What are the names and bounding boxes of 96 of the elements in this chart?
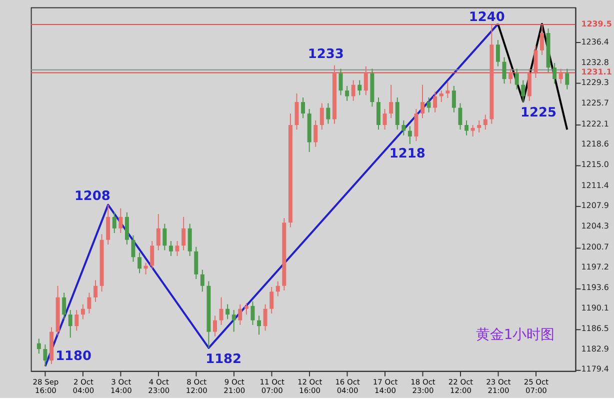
- y-tick-label: 1222.1: [581, 119, 609, 128]
- text: 黄金1小时图: [476, 327, 555, 344]
- candlestick: [36, 338, 41, 354]
- y-tick-label: 1190.1: [581, 303, 609, 312]
- candlestick: [439, 90, 444, 103]
- candlestick: [508, 68, 513, 84]
- candlestick: [80, 304, 85, 320]
- candlestick: [514, 68, 519, 90]
- candlestick: [408, 126, 412, 144]
- candlestick: [470, 124, 475, 137]
- candlestick: [238, 304, 242, 326]
- candlestick: [168, 240, 173, 256]
- candlestick: [175, 240, 180, 256]
- candlestick: [395, 96, 400, 130]
- y-tick-label: 1225.7: [581, 98, 609, 108]
- y-tick-label: 1218.6: [581, 140, 609, 149]
- y-tick-label: 1200.7: [581, 242, 609, 252]
- candlestick: [232, 309, 236, 332]
- y-tick-label: 1229.3: [581, 78, 609, 88]
- candlestick: [43, 344, 48, 367]
- candlestick: [270, 286, 274, 314]
- y-tick-label: 1211.4: [581, 180, 609, 190]
- candlestick: [219, 296, 224, 326]
- candlestick: [433, 91, 438, 113]
- candlestick: [351, 80, 356, 102]
- candlestick: [124, 212, 129, 245]
- candlestick: [565, 68, 570, 90]
- annotation: 1208: [74, 188, 110, 204]
- ref-line-label: 1231.1: [581, 68, 612, 77]
- candlestick: [74, 309, 79, 332]
- candlestick: [182, 216, 186, 251]
- candlestick: [521, 80, 526, 103]
- candlestick: [464, 120, 469, 136]
- candlestick: [226, 304, 230, 320]
- y-tick-label: 1179.4: [581, 364, 609, 374]
- candlestick: [138, 252, 142, 274]
- candlestick: [150, 240, 154, 270]
- candlestick: [426, 96, 431, 113]
- candlestick: [446, 81, 450, 99]
- candlestick: [250, 300, 255, 326]
- candlestick: [314, 120, 318, 148]
- candlestick: [483, 114, 488, 130]
- y-tick-label: 1236.4: [581, 37, 609, 46]
- ref-line-label: 1239.5: [581, 19, 612, 28]
- candlestick: [558, 68, 563, 84]
- y-tick-label: 1186.5: [581, 324, 609, 333]
- candlestick: [552, 62, 557, 84]
- candlestick: [358, 80, 362, 96]
- candlestick: [382, 108, 387, 130]
- candlestick: [527, 68, 532, 102]
- y-tick-label: 1207.9: [581, 201, 609, 210]
- candlestick: [263, 304, 268, 332]
- annotation: 1218: [389, 146, 426, 162]
- y-tick-label: 1193.6: [581, 283, 609, 292]
- y-tick-label: 1232.8: [581, 58, 609, 67]
- candlestick: [87, 292, 92, 314]
- y-tick-label: 1182.9: [581, 344, 609, 354]
- annotation: 1225: [520, 106, 556, 121]
- candlestick: [452, 85, 456, 113]
- candlestick: [276, 280, 280, 297]
- candlestick: [194, 246, 198, 280]
- candlestick: [402, 120, 406, 136]
- candlestick: [414, 108, 418, 142]
- candlestick: [458, 102, 462, 130]
- annotation: 1182: [206, 352, 242, 367]
- candlestick: [62, 292, 66, 320]
- candlestick: [106, 204, 110, 245]
- candlestick: [364, 66, 368, 96]
- candlestick: [112, 212, 116, 234]
- candlestick: [389, 84, 394, 119]
- y-tick-label: 1215.0: [581, 160, 609, 170]
- annotation: 1233: [308, 46, 344, 62]
- candlestick: [68, 309, 72, 338]
- annotation: 1180: [56, 348, 92, 364]
- candlestick: [162, 223, 167, 251]
- annotation: 1240: [468, 10, 505, 26]
- candlestick: [320, 102, 324, 130]
- y-tick-label: 1204.3: [581, 222, 609, 231]
- candlestick: [496, 39, 500, 67]
- candlestick: [420, 84, 424, 119]
- candlestick: [244, 302, 248, 316]
- candlestick: [200, 269, 204, 292]
- candlestick: [188, 223, 192, 256]
- candlestick: [213, 315, 217, 337]
- candlestick: [94, 280, 98, 302]
- candlestick: [345, 85, 350, 102]
- candlestick: [376, 96, 380, 130]
- candlestick: [257, 315, 261, 336]
- candlestick: [477, 120, 482, 133]
- candlestick: [326, 102, 330, 124]
- candlestick: [118, 208, 123, 234]
- candlestick: [540, 24, 544, 56]
- y-tick-label: 1197.2: [581, 262, 609, 272]
- candlestick: [301, 96, 306, 119]
- candlestick: [534, 45, 538, 78]
- candlestick: [156, 214, 160, 251]
